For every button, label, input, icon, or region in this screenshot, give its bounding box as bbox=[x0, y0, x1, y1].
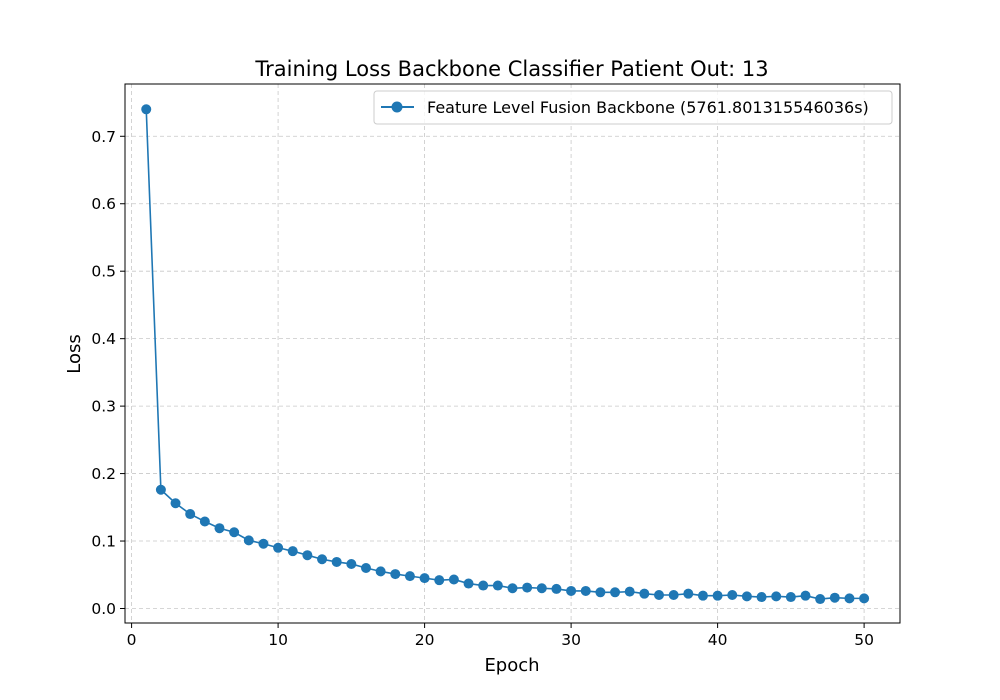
data-point bbox=[199, 516, 210, 527]
y-tick-label: 0.0 bbox=[91, 600, 116, 618]
y-tick-label: 0.4 bbox=[91, 330, 116, 348]
y-tick-label: 0.3 bbox=[91, 398, 116, 416]
x-axis-ticks: 0 10 20 30 40 50 bbox=[127, 623, 874, 649]
data-point bbox=[404, 571, 415, 582]
data-point bbox=[243, 535, 254, 546]
data-point bbox=[287, 546, 298, 557]
data-point bbox=[141, 104, 152, 115]
x-tick-label: 40 bbox=[708, 631, 728, 649]
data-point bbox=[551, 583, 562, 594]
data-point bbox=[639, 588, 650, 599]
data-point bbox=[741, 591, 752, 602]
x-tick-label: 10 bbox=[268, 631, 288, 649]
data-point bbox=[815, 594, 826, 605]
data-point bbox=[375, 566, 386, 577]
data-point bbox=[668, 590, 679, 601]
data-point bbox=[683, 588, 694, 599]
data-point bbox=[214, 523, 225, 534]
legend-entry-label: Feature Level Fusion Backbone (5761.8013… bbox=[427, 98, 869, 117]
data-point bbox=[448, 574, 459, 585]
data-point bbox=[302, 550, 313, 561]
y-tick-label: 0.2 bbox=[91, 465, 116, 483]
data-point bbox=[859, 593, 870, 604]
y-tick-label: 0.5 bbox=[91, 263, 116, 281]
data-point bbox=[566, 585, 577, 596]
chart-title: Training Loss Backbone Classifier Patien… bbox=[254, 57, 768, 81]
x-tick-label: 0 bbox=[127, 631, 137, 649]
data-point bbox=[434, 575, 445, 586]
data-point bbox=[229, 527, 240, 538]
series-layer bbox=[141, 104, 870, 605]
legend-box bbox=[373, 90, 893, 125]
data-point bbox=[273, 542, 284, 553]
legend-marker-sample bbox=[391, 101, 403, 113]
data-point bbox=[624, 586, 635, 597]
y-axis-ticks: 0.0 0.1 0.2 0.3 0.4 0.5 0.6 0.7 bbox=[91, 128, 125, 618]
data-point bbox=[844, 593, 855, 604]
data-point bbox=[346, 558, 357, 569]
x-tick-label: 20 bbox=[415, 631, 435, 649]
data-point bbox=[580, 585, 591, 596]
data-point bbox=[155, 484, 166, 495]
data-point bbox=[185, 509, 196, 520]
data-point bbox=[800, 590, 811, 601]
data-point bbox=[170, 498, 181, 509]
data-point bbox=[595, 587, 606, 598]
data-point bbox=[610, 587, 621, 598]
data-point bbox=[331, 556, 342, 567]
data-point bbox=[258, 538, 269, 549]
data-point bbox=[536, 583, 547, 594]
data-point bbox=[390, 569, 401, 580]
data-point bbox=[829, 592, 840, 603]
data-point bbox=[654, 590, 665, 601]
data-point bbox=[507, 583, 518, 594]
legend: Feature Level Fusion Backbone (5761.8013… bbox=[373, 90, 893, 125]
data-point bbox=[360, 563, 371, 574]
data-point bbox=[317, 554, 328, 565]
y-tick-label: 0.6 bbox=[91, 195, 116, 213]
x-tick-label: 50 bbox=[854, 631, 874, 649]
data-point bbox=[463, 578, 474, 589]
data-point bbox=[478, 580, 489, 591]
grid-lines bbox=[125, 84, 900, 623]
data-point bbox=[712, 590, 723, 601]
x-tick-label: 30 bbox=[561, 631, 581, 649]
x-axis-label: Epoch bbox=[484, 655, 539, 676]
data-point bbox=[785, 592, 796, 603]
data-point bbox=[492, 580, 503, 591]
data-point bbox=[697, 590, 708, 601]
y-tick-label: 0.1 bbox=[91, 533, 116, 551]
y-axis-label: Loss bbox=[64, 334, 85, 373]
data-point bbox=[522, 582, 533, 593]
data-point bbox=[727, 590, 738, 601]
data-point bbox=[419, 573, 430, 584]
plot-area-frame bbox=[124, 83, 901, 624]
y-tick-label: 0.7 bbox=[91, 128, 116, 146]
data-point bbox=[756, 592, 767, 603]
data-point bbox=[771, 591, 782, 602]
